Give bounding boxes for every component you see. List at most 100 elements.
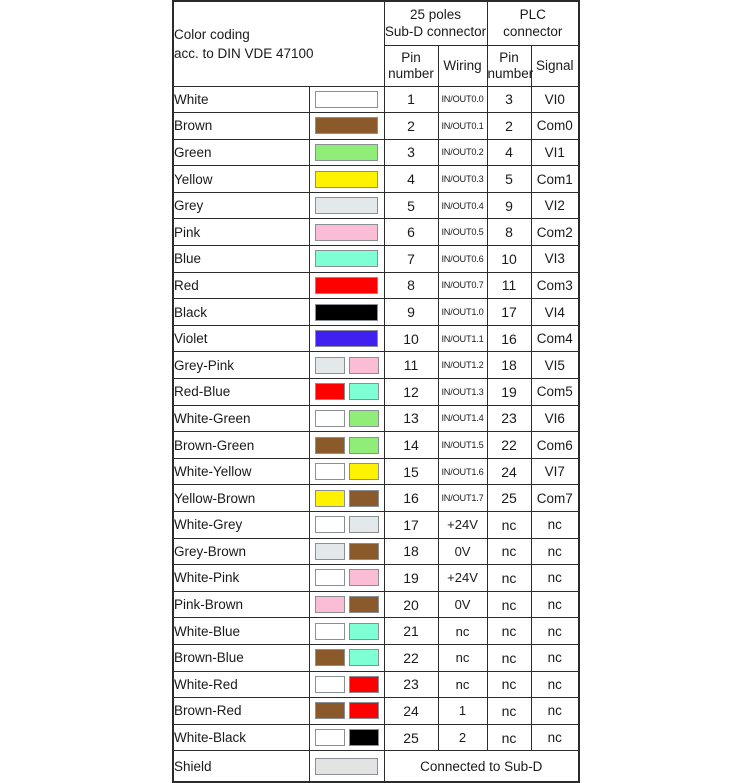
wire-color-name: White-Pink [172, 564, 310, 592]
plc-signal-name: nc [530, 590, 580, 619]
plc-signal-name: Com7 [530, 484, 580, 512]
pin-number-plc: 8 [486, 218, 532, 247]
table-header: Color coding acc. to DIN VDE 47100 25 po… [172, 0, 580, 87]
table-row: Brown-Red 24 1 nc nc [172, 697, 580, 725]
pin-number-subd: 21 [383, 617, 439, 645]
plc-signal-name: nc [530, 564, 580, 592]
table-body: White 1 IN/OUT0.0 3 VI0 Brown 2 IN/OUT0.1 2 Com0 G… [172, 85, 580, 783]
pin-number-plc: 2 [486, 112, 532, 140]
wiring-signal: nc [437, 617, 488, 645]
table-row: White-Yellow 15 IN/OUT1.6 24 VI7 [172, 457, 580, 486]
wire-color-swatch-cell [308, 617, 385, 645]
plc-signal-name: Com0 [530, 112, 580, 140]
pin-number-plc: nc [486, 617, 532, 645]
color-swatch [314, 409, 345, 427]
color-swatch [314, 436, 345, 454]
group-subd-line2: Sub-D connector [384, 24, 487, 40]
group-header-plc: PLC connector [486, 0, 580, 46]
wiring-signal: IN/OUT0.4 [437, 191, 488, 220]
wire-color-name: Pink-Brown [172, 590, 310, 619]
color-swatch [315, 117, 378, 135]
swatch-group [310, 672, 384, 698]
swatch-group [310, 512, 384, 538]
table-row: Brown 2 IN/OUT0.1 2 Com0 [172, 112, 580, 140]
wire-color-swatch-cell [308, 218, 385, 247]
table-row: Violet 10 IN/OUT1.1 16 Com4 [172, 324, 580, 353]
swatch-group [310, 87, 384, 113]
wiring-signal: IN/OUT1.2 [437, 351, 488, 380]
table-row: White-Red 23 nc nc nc [172, 670, 580, 699]
wire-color-swatch-cell [308, 511, 385, 539]
pin-number-subd: 2 [383, 112, 439, 140]
table-row: Yellow 4 IN/OUT0.3 5 Com1 [172, 165, 580, 193]
pin-plc-line2: number [487, 65, 534, 81]
pin-number-plc: nc [486, 511, 532, 539]
wire-color-swatch-cell [308, 431, 385, 459]
swatch-group [310, 645, 384, 671]
pin-number-plc: 3 [486, 85, 532, 114]
pin-number-plc: 11 [486, 271, 532, 300]
plc-signal-name: nc [530, 723, 580, 752]
plc-signal-name: Com5 [530, 378, 580, 406]
plc-signal-name: Com4 [530, 324, 580, 353]
wire-color-swatch-cell [308, 670, 385, 699]
pin-number-plc: 4 [486, 138, 532, 167]
color-swatch [348, 596, 379, 614]
color-swatch [314, 569, 345, 587]
pin-number-subd: 20 [383, 590, 439, 619]
swatch-group [310, 485, 384, 511]
color-swatch [315, 330, 378, 348]
table-row: Brown-Green 14 IN/OUT1.5 22 Com6 [172, 431, 580, 459]
pin-number-plc: 22 [486, 431, 532, 459]
pin-number-plc: 25 [486, 484, 532, 512]
wiring-signal: IN/OUT0.5 [437, 218, 488, 247]
pin-number-plc: nc [486, 723, 532, 752]
wiring-signal: +24V [437, 511, 488, 539]
swatch-group [310, 379, 384, 405]
wire-color-name: Grey [172, 191, 310, 220]
shield-swatch-cell [308, 750, 385, 783]
shield-connection-note: Connected to Sub-D [383, 750, 580, 783]
table-row: Black 9 IN/OUT1.0 17 VI4 [172, 298, 580, 326]
color-swatch [315, 170, 378, 188]
color-swatch [315, 223, 378, 241]
wiring-signal: IN/OUT0.3 [437, 165, 488, 193]
wire-color-swatch-cell [308, 245, 385, 273]
plc-signal-name: nc [530, 670, 580, 699]
color-swatch [314, 542, 345, 560]
plc-signal-name: nc [530, 643, 580, 672]
pin-number-subd: 12 [383, 378, 439, 406]
wire-color-swatch-cell [308, 298, 385, 326]
color-swatch [314, 622, 345, 640]
wire-color-name: White-Grey [172, 511, 310, 539]
plc-signal-name: VI3 [530, 245, 580, 273]
group-plc-line2: connector [503, 24, 563, 40]
wiring-signal: +24V [437, 564, 488, 592]
wire-color-name: White-Blue [172, 617, 310, 645]
table-row: Brown-Blue 22 nc nc nc [172, 643, 580, 672]
swatch-group [310, 539, 384, 565]
table-row: Yellow-Brown 16 IN/OUT1.7 25 Com7 [172, 484, 580, 512]
plc-signal-name: VI4 [530, 298, 580, 326]
pin-number-plc: nc [486, 537, 532, 566]
table-row: Grey-Pink 11 IN/OUT1.2 18 VI5 [172, 351, 580, 380]
wiring-signal: IN/OUT0.2 [437, 138, 488, 167]
swatch-group [310, 299, 384, 325]
color-swatch [348, 702, 379, 720]
wire-color-name: Red [172, 271, 310, 300]
color-swatch [315, 90, 378, 108]
pin-number-subd: 3 [383, 138, 439, 167]
wire-color-swatch-cell [308, 564, 385, 592]
plc-signal-name: nc [530, 617, 580, 645]
wire-color-swatch-cell [308, 723, 385, 752]
table-row: White-Green 13 IN/OUT1.4 23 VI6 [172, 404, 580, 433]
color-swatch [348, 729, 379, 747]
wire-color-swatch-cell [308, 697, 385, 725]
wire-color-swatch-cell [308, 378, 385, 406]
wire-color-name: Violet [172, 324, 310, 353]
wire-color-swatch-cell [308, 643, 385, 672]
pin-number-plc: 24 [486, 457, 532, 486]
wiring-signal: IN/OUT1.4 [437, 404, 488, 433]
color-swatch [348, 569, 379, 587]
wiring-signal: IN/OUT1.3 [437, 378, 488, 406]
